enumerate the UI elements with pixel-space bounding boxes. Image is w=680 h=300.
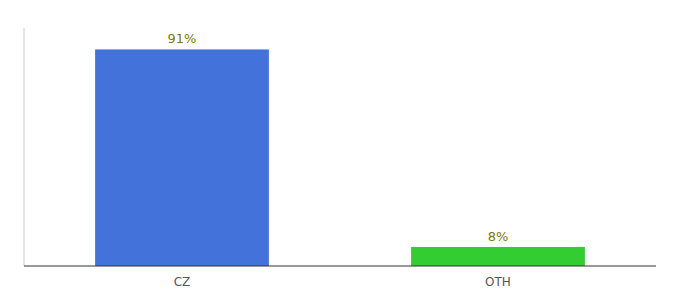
bar: [411, 247, 585, 266]
chart-container: 91% 8% CZ OTH: [0, 0, 680, 300]
data-label: 8%: [488, 229, 509, 244]
bar: [95, 49, 269, 266]
y-range-line: [24, 28, 25, 266]
data-label: 91%: [168, 31, 197, 46]
chart-svg: 91% 8% CZ OTH: [0, 0, 680, 300]
x-axis-line: [24, 266, 656, 267]
x-tick-label: CZ: [174, 275, 191, 289]
bars: [95, 49, 585, 266]
x-tick-label: OTH: [485, 275, 511, 289]
